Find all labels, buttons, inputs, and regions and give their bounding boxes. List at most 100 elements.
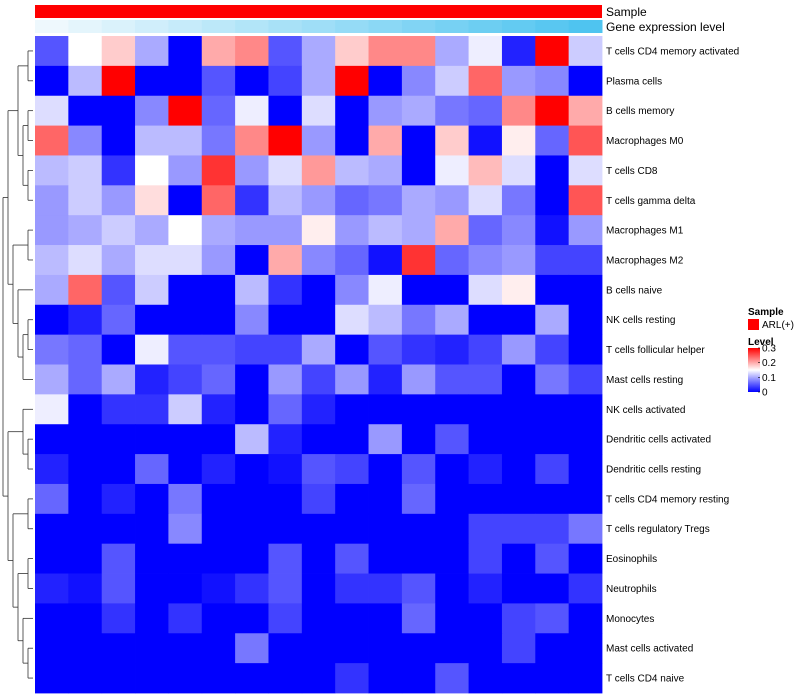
legend-level-tick-label: 0	[762, 388, 768, 399]
heatmap-cell	[101, 215, 136, 246]
heatmap-cell	[535, 185, 570, 216]
heatmap-cell	[168, 95, 203, 126]
heatmap-cell	[535, 215, 570, 246]
heatmap-cell	[168, 543, 203, 574]
heatmap-cell	[35, 394, 69, 425]
heatmap-cell	[468, 334, 503, 365]
heatmap-cell	[435, 603, 469, 634]
heatmap-cell	[201, 65, 236, 97]
heatmap-cell	[568, 125, 603, 156]
heatmap-cell	[268, 394, 303, 425]
heatmap-cell	[101, 633, 136, 664]
heatmap-cell	[401, 334, 436, 365]
heatmap-grid	[35, 36, 603, 694]
row-label: Dendritic cells resting	[606, 465, 701, 476]
heatmap-cell	[168, 573, 203, 604]
heatmap-cell	[235, 663, 269, 694]
heatmap-cell	[135, 543, 169, 574]
heatmap-cell	[135, 155, 169, 186]
heatmap-cell	[535, 543, 570, 574]
heatmap-cell	[201, 334, 236, 365]
heatmap-cell	[68, 513, 103, 545]
heatmap-cell	[435, 513, 469, 545]
heatmap-cell	[68, 95, 103, 126]
heatmap-cell	[368, 125, 403, 156]
heatmap-cell	[301, 573, 336, 604]
heatmap-cell	[335, 543, 369, 574]
heatmap-cell	[301, 603, 336, 634]
row-label: Macrophages M0	[606, 136, 684, 147]
expression-annotation-cell	[435, 20, 470, 33]
expression-annotation-cell	[268, 20, 303, 33]
heatmap-cell	[368, 215, 403, 246]
heatmap-cell	[335, 454, 369, 485]
heatmap-cell	[368, 394, 403, 425]
heatmap-cell	[235, 603, 269, 634]
sample-annotation-bar	[35, 5, 602, 18]
heatmap-cell	[535, 364, 570, 395]
heatmap-cell	[535, 95, 570, 126]
heatmap-cell	[501, 364, 536, 395]
heatmap-cell	[435, 36, 469, 67]
row-label: T cells regulatory Tregs	[606, 524, 710, 535]
heatmap-cell	[35, 125, 69, 156]
heatmap-cell	[101, 155, 136, 186]
heatmap-cell	[268, 245, 303, 276]
heatmap-cell	[401, 573, 436, 604]
heatmap-cell	[501, 663, 536, 694]
heatmap-cell	[568, 513, 603, 545]
heatmap-cell	[468, 424, 503, 455]
heatmap-cell	[435, 274, 469, 306]
heatmap-cell	[335, 513, 369, 545]
heatmap-cell	[35, 65, 69, 97]
expression-annotation-cell	[468, 20, 503, 33]
heatmap-cell	[535, 274, 570, 306]
heatmap-cell	[401, 65, 436, 97]
heatmap-cell	[268, 65, 303, 97]
heatmap-cell	[68, 125, 103, 156]
heatmap-cell	[101, 304, 136, 336]
heatmap-cell	[568, 454, 603, 485]
heatmap-cell	[301, 513, 336, 545]
heatmap-cell	[135, 394, 169, 425]
heatmap-cell	[268, 95, 303, 126]
heatmap-cell	[235, 334, 269, 365]
heatmap-cell	[401, 424, 436, 455]
heatmap-cell	[401, 513, 436, 545]
heatmap-cell	[268, 454, 303, 485]
heatmap-cell	[501, 125, 536, 156]
heatmap-cell	[501, 155, 536, 186]
heatmap-cell	[368, 274, 403, 306]
row-label: Neutrophils	[606, 584, 657, 595]
heatmap-cell	[568, 155, 603, 186]
row-label: T cells CD8	[606, 166, 658, 177]
heatmap-cell	[401, 364, 436, 395]
heatmap-cell	[168, 454, 203, 485]
heatmap-cell	[435, 543, 469, 574]
heatmap-cell	[101, 274, 136, 306]
heatmap-cell	[68, 334, 103, 365]
heatmap-cell	[435, 633, 469, 664]
heatmap-cell	[168, 125, 203, 156]
heatmap-cell	[135, 274, 169, 306]
heatmap-cell	[501, 633, 536, 664]
heatmap-cell	[401, 95, 436, 126]
heatmap-cell	[168, 394, 203, 425]
legend-level-title: Level	[748, 337, 774, 348]
heatmap-cell	[468, 543, 503, 574]
heatmap-cell	[201, 573, 236, 604]
heatmap-cell	[235, 424, 269, 455]
heatmap-cell	[101, 573, 136, 604]
heatmap-cell	[101, 364, 136, 395]
heatmap-cell	[501, 573, 536, 604]
row-label: Mast cells resting	[606, 375, 683, 386]
heatmap-cell	[568, 274, 603, 306]
heatmap-cell	[101, 513, 136, 545]
heatmap-cell	[168, 603, 203, 634]
row-label: Dendritic cells activated	[606, 435, 711, 446]
heatmap-cell	[68, 304, 103, 336]
heatmap-cell	[535, 573, 570, 604]
heatmap-cell	[301, 95, 336, 126]
heatmap-cell	[101, 245, 136, 276]
